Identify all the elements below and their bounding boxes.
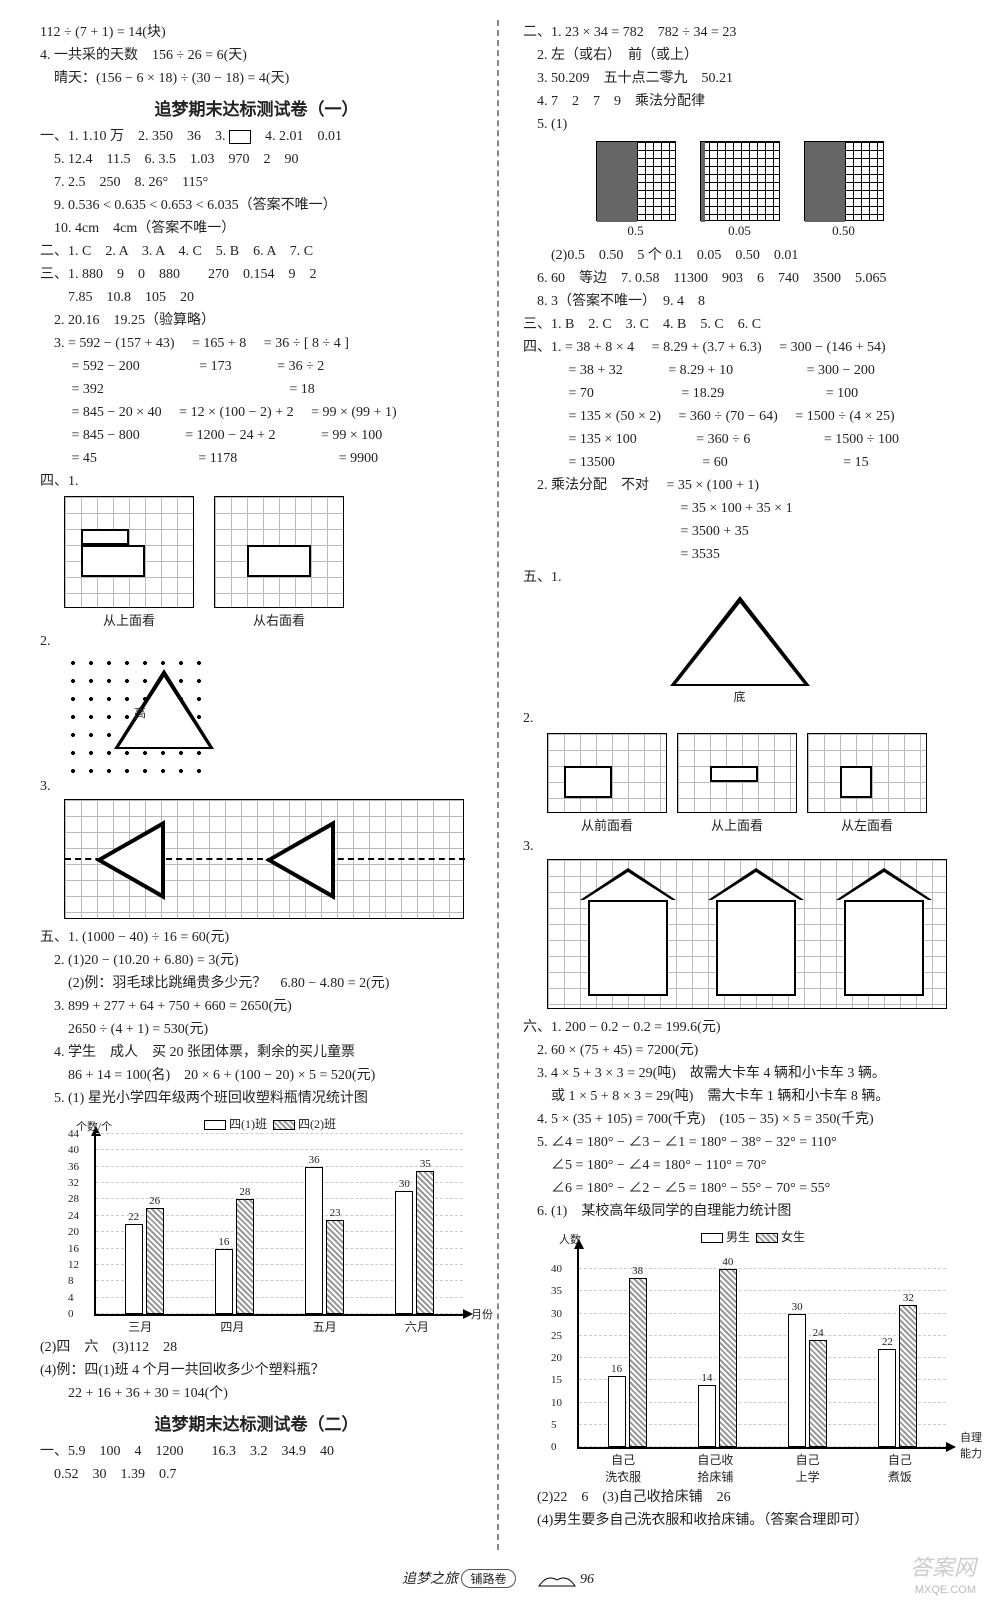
text-line: 6. 60 等边 7. 0.58 11300 903 6 740 3500 5.… bbox=[523, 268, 956, 289]
fig-4-2: 高 bbox=[64, 654, 473, 774]
fig5-label: 五、1. bbox=[523, 567, 956, 588]
text-line: (2)四 六 (3)112 28 bbox=[40, 1337, 473, 1358]
footer-badge: 铺路卷 bbox=[461, 1569, 515, 1588]
text-line: 六、1. 200 − 0.2 − 0.2 = 199.6(元) bbox=[523, 1017, 956, 1038]
text-line: (4)男生要多自己洗衣服和收拾床铺。（答案合理即可） bbox=[523, 1510, 956, 1531]
page-footer: 追梦之旅 铺路卷 96 bbox=[0, 1568, 996, 1588]
text-line: = 35 × 100 + 35 × 1 bbox=[523, 498, 956, 519]
text-line: 2. 20.16 19.25（验算略） bbox=[40, 310, 473, 331]
text-line: = 392 = 18 bbox=[40, 379, 473, 400]
text-line: = 45 = 1178 = 9900 bbox=[40, 448, 473, 469]
text-line: 三、1. 880 9 0 880 270 0.154 9 2 bbox=[40, 264, 473, 285]
text-line: 一、5.9 100 4 1200 16.3 3.2 34.9 40 bbox=[40, 1441, 473, 1462]
text-line: 112 ÷ (7 + 1) = 14(块) bbox=[40, 22, 473, 43]
text-line: 5. 12.4 11.5 6. 3.5 1.03 970 2 90 bbox=[40, 149, 473, 170]
chart2-plot: 人数 自理 能力 0510152025303540163814403024223… bbox=[577, 1249, 946, 1449]
fig-4-1: 从上面看 从右面看 bbox=[64, 496, 473, 629]
text-line: 4. 一共采的天数 156 ÷ 26 = 6(天) bbox=[40, 45, 473, 66]
text-line: = 845 − 20 × 40 = 12 × (100 − 2) + 2 = 9… bbox=[40, 402, 473, 423]
text-line: (2)例：羽毛球比跳绳贵多少元？ 6.80 − 4.80 = 2(元) bbox=[40, 973, 473, 994]
fig-5-3 bbox=[547, 859, 947, 1009]
text-line: 5. ∠4 = 180° − ∠3 − ∠1 = 180° − 38° − 32… bbox=[523, 1132, 956, 1153]
text-line: ∠5 = 180° − ∠4 = 180° − 110° = 70° bbox=[523, 1155, 956, 1176]
chart1: 四(1)班 四(2)班 个数/个 月份 04812162024283236404… bbox=[64, 1115, 473, 1335]
footer-brand: 追梦之旅 bbox=[402, 1572, 458, 1587]
text-line: 8. 3（答案不唯一） 9. 4 8 bbox=[523, 291, 956, 312]
fig41-caption-right: 从右面看 bbox=[214, 610, 344, 629]
text-line: 2650 ÷ (4 + 1) = 530(元) bbox=[40, 1019, 473, 1040]
chart2-legend: 男生 女生 bbox=[547, 1228, 956, 1245]
text-line: 5. (1) bbox=[523, 114, 956, 135]
text-line: 四、1. = 38 + 8 × 4 = 8.29 + (3.7 + 6.3) =… bbox=[523, 337, 956, 358]
watermark: 答案网 bbox=[910, 1550, 976, 1582]
page-number: 96 bbox=[580, 1572, 594, 1587]
text-line: = 135 × 100 = 360 ÷ 6 = 1500 ÷ 100 bbox=[523, 429, 956, 450]
right-column: 二、1. 23 × 34 = 782 782 ÷ 34 = 23 2. 左（或右… bbox=[523, 20, 956, 1550]
text-line: = 3500 + 35 bbox=[523, 521, 956, 542]
text-line: 4. 5 × (35 + 105) = 700(千克) (105 − 35) ×… bbox=[523, 1109, 956, 1130]
text-line: 2. 左（或右） 前（或上） bbox=[523, 45, 956, 66]
two-column-layout: 112 ÷ (7 + 1) = 14(块)4. 一共采的天数 156 ÷ 26 … bbox=[40, 20, 956, 1550]
fig41-caption-left: 从上面看 bbox=[64, 610, 194, 629]
paper1-title: 追梦期末达标测试卷（一） bbox=[40, 95, 473, 120]
text-line: 5. (1) 星光小学四年级两个班回收塑料瓶情况统计图 bbox=[40, 1088, 473, 1109]
text-line: = 38 + 32 = 8.29 + 10 = 300 − 200 bbox=[523, 360, 956, 381]
text-line: = 845 − 800 = 1200 − 24 + 2 = 99 × 100 bbox=[40, 425, 473, 446]
text-line: = 70 = 18.29 = 100 bbox=[523, 383, 956, 404]
text-line: 4. 7 2 7 9 乘法分配律 bbox=[523, 91, 956, 112]
text-line: 一、1. 1.10 万 2. 350 36 3. 4. 2.01 0.01 bbox=[40, 126, 473, 147]
text-line: 三、1. B 2. C 3. C 4. B 5. C 6. C bbox=[523, 314, 956, 335]
fig43-label: 3. bbox=[40, 776, 473, 797]
text-line: ∠6 = 180° − ∠2 − ∠5 = 180° − 55° − 70° =… bbox=[523, 1178, 956, 1199]
text-line: 3. = 592 − (157 + 43) = 165 + 8 = 36 ÷ [… bbox=[40, 333, 473, 354]
text-line: 晴天：(156 − 6 × 18) ÷ (30 − 18) = 4(天) bbox=[40, 68, 473, 89]
text-line: = 13500 = 60 = 15 bbox=[523, 452, 956, 473]
text-line: 五、1. (1000 − 40) ÷ 16 = 60(元) bbox=[40, 927, 473, 948]
text-line: = 3535 bbox=[523, 544, 956, 565]
text-line: 3. 4 × 5 + 3 × 3 = 29(吨) 故需大卡车 4 辆和小卡车 3… bbox=[523, 1063, 956, 1084]
text-line: 4. 学生 成人 买 20 张团体票，剩余的买儿童票 bbox=[40, 1042, 473, 1063]
text-line: 2. (1)20 − (10.20 + 6.80) = 3(元) bbox=[40, 950, 473, 971]
text-line: 7.85 10.8 105 20 bbox=[40, 287, 473, 308]
text-line: = 135 × (50 × 2) = 360 ÷ (70 − 64) = 150… bbox=[523, 406, 956, 427]
text-line: 9. 0.536 < 0.635 < 0.653 < 6.035（答案不唯一） bbox=[40, 195, 473, 216]
text-line: 7. 2.5 250 8. 26° 115° bbox=[40, 172, 473, 193]
fig-squares: 0.5 0.05 0.50 bbox=[523, 141, 956, 239]
left-column: 112 ÷ (7 + 1) = 14(块)4. 一共采的天数 156 ÷ 26 … bbox=[40, 20, 473, 1550]
fig52-label: 2. bbox=[523, 708, 956, 729]
text-line: (2)0.5 0.50 5 个 0.1 0.05 0.50 0.01 bbox=[523, 245, 956, 266]
watermark-sub: MXQE.COM bbox=[915, 1584, 976, 1596]
fig42-label: 2. bbox=[40, 631, 473, 652]
text-line: 二、1. C 2. A 3. A 4. C 5. B 6. A 7. C bbox=[40, 241, 473, 262]
book-icon bbox=[537, 1572, 577, 1588]
text-line: = 592 − 200 = 173 = 36 ÷ 2 bbox=[40, 356, 473, 377]
fig53-label: 3. bbox=[523, 836, 956, 857]
fig-5-2: 从前面看 从上面看 从左面看 bbox=[547, 733, 956, 834]
paper2-title: 追梦期末达标测试卷（二） bbox=[40, 1410, 473, 1435]
chart1-plot: 个数/个 月份 04812162024283236404422261628362… bbox=[94, 1136, 463, 1316]
text-line: (2)22 6 (3)自己收拾床铺 26 bbox=[523, 1487, 956, 1508]
chart1-legend: 四(1)班 四(2)班 bbox=[64, 1115, 473, 1132]
text-line: (4)例：四(1)班 4 个月一共回收多少个塑料瓶？ bbox=[40, 1360, 473, 1381]
fig-5-1: 高 底 bbox=[523, 596, 956, 706]
text-line: 6. (1) 某校高年级同学的自理能力统计图 bbox=[523, 1201, 956, 1222]
text-line: 10. 4cm 4cm（答案不唯一） bbox=[40, 218, 473, 239]
text-line: 或 1 × 5 + 8 × 3 = 29(吨) 需大卡车 1 辆和小卡车 8 辆… bbox=[523, 1086, 956, 1107]
text-line: 2. 60 × (75 + 45) = 7200(元) bbox=[523, 1040, 956, 1061]
text-line: 0.52 30 1.39 0.7 bbox=[40, 1464, 473, 1485]
text-line: 二、1. 23 × 34 = 782 782 ÷ 34 = 23 bbox=[523, 22, 956, 43]
fig-4-3 bbox=[64, 799, 464, 919]
section-4-label: 四、1. bbox=[40, 471, 473, 492]
text-line: 86 + 14 = 100(名) 20 × 6 + (100 − 20) × 5… bbox=[40, 1065, 473, 1086]
column-divider bbox=[497, 20, 499, 1550]
text-line: 2. 乘法分配 不对 = 35 × (100 + 1) bbox=[523, 475, 956, 496]
text-line: 3. 899 + 277 + 64 + 750 + 660 = 2650(元) bbox=[40, 996, 473, 1017]
text-line: 22 + 16 + 36 + 30 = 104(个) bbox=[40, 1383, 473, 1404]
chart2: 男生 女生 人数 自理 能力 0510152025303540163814403… bbox=[547, 1228, 956, 1485]
text-line: 3. 50.209 五十点二零九 50.21 bbox=[523, 68, 956, 89]
